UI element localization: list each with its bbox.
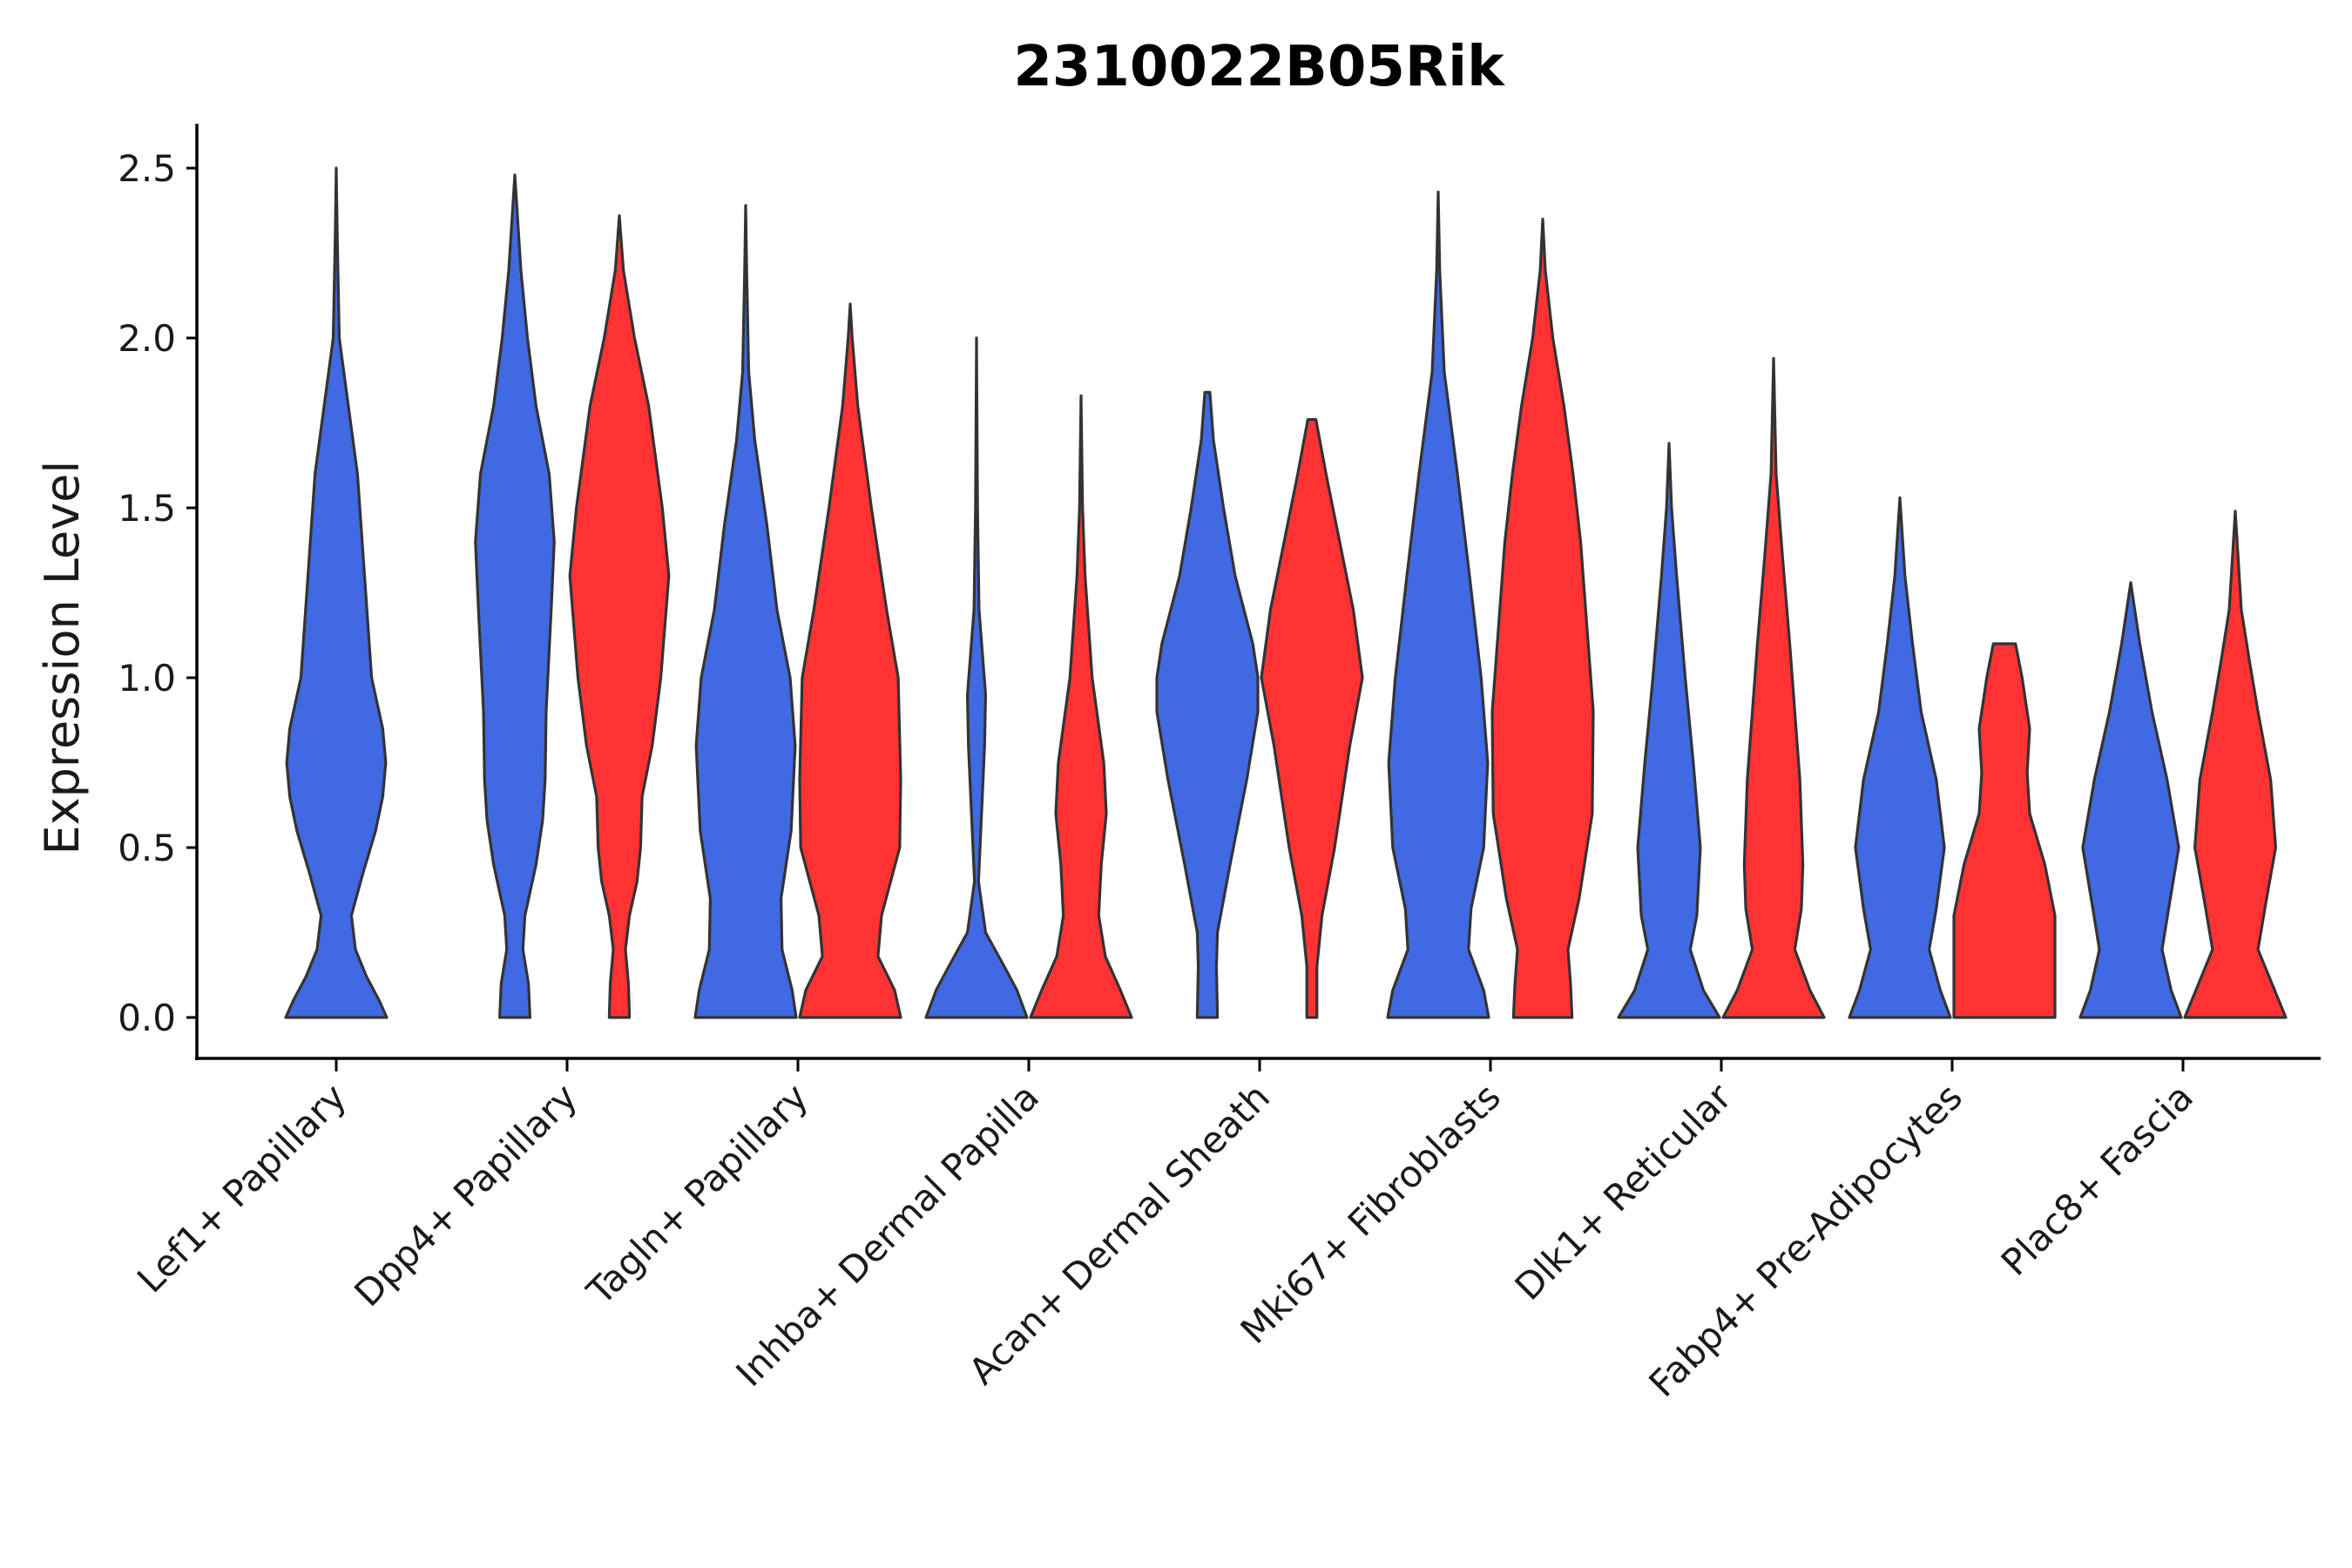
violin-mki67-fibroblasts-1: [1386, 190, 1490, 1019]
violin-fabp4-pre-adipocytes-1: [1848, 496, 1952, 1019]
violin-fabp4-pre-adipocytes-2: [1952, 642, 2057, 1019]
violin-dpp4-papillary-2: [568, 214, 671, 1019]
violin-lef1-papillary-1: [284, 166, 389, 1019]
y-axis-label: Expression Level: [35, 461, 90, 855]
y-tick-label: 1.0: [118, 657, 176, 700]
y-ticks: 0.0 0.5 1.0 1.5 2.0 2.5: [118, 147, 197, 1039]
violin-mki67-fibroblasts-2: [1490, 217, 1595, 1019]
x-tick-label: Tagln+ Papillary: [578, 1075, 816, 1313]
x-tick-label: Mki67+ Fibroblasts: [1233, 1075, 1509, 1351]
x-tick-label: Dpp4+ Papillary: [346, 1075, 585, 1315]
violin-acan-dermal-sheath-2: [1260, 418, 1364, 1019]
y-tick-label: 2.0: [118, 317, 176, 360]
violin-tagln-papillary-1: [693, 204, 798, 1019]
violin-dpp4-papillary-1: [474, 173, 556, 1019]
violin-tagln-papillary-2: [798, 302, 902, 1019]
violin-dlk1-reticular-1: [1617, 442, 1721, 1019]
x-tick-label: Plac8+ Fascia: [1993, 1075, 2201, 1283]
violin-dlk1-reticular-2: [1721, 356, 1826, 1019]
violin-group: [284, 166, 2288, 1019]
violin-inhba-dermal-papilla-1: [924, 336, 1029, 1019]
y-tick-label: 0.0: [118, 997, 176, 1039]
y-tick-label: 2.5: [118, 147, 176, 190]
chart-title: 2310022B05Rik: [1013, 35, 1505, 99]
axes: [195, 124, 2321, 1060]
violin-acan-dermal-sheath-1: [1155, 390, 1260, 1019]
y-tick-label: 1.5: [118, 487, 176, 530]
violin-plac8-fascia-2: [2183, 510, 2288, 1019]
x-tick-label: Lef1+ Papillary: [129, 1075, 355, 1301]
violin-plac8-fascia-1: [2078, 581, 2183, 1019]
x-tick-label: Dlk1+ Reticular: [1507, 1075, 1740, 1308]
y-tick-label: 0.5: [118, 827, 176, 869]
violin-inhba-dermal-papilla-2: [1029, 394, 1133, 1019]
